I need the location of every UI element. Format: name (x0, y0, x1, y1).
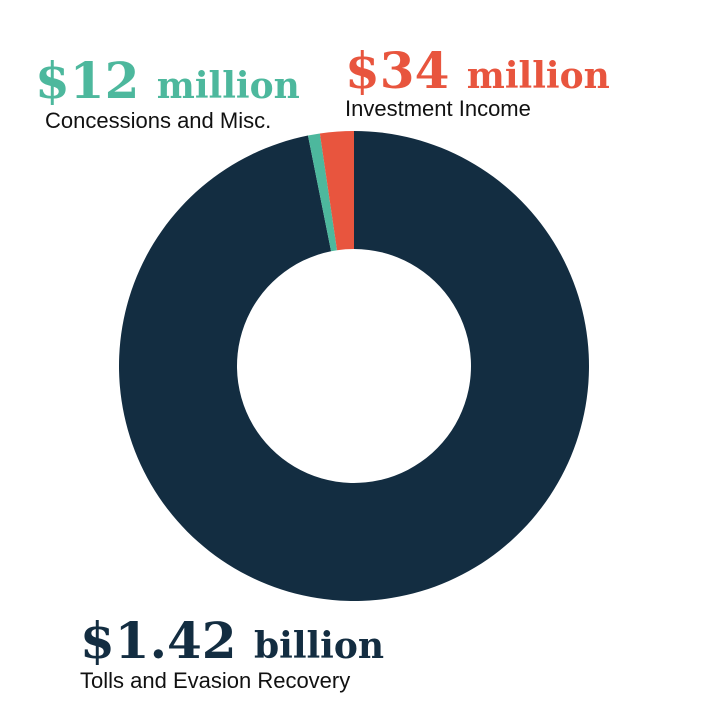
donut-slice (319, 131, 354, 251)
donut (119, 131, 590, 601)
value-label: $12 million (35, 51, 300, 110)
donut-slice (307, 133, 338, 252)
donut-slice (119, 131, 590, 601)
value-label: $34 million (345, 41, 610, 100)
category-label: Concessions and Misc. (45, 108, 271, 133)
category-label: Investment Income (345, 96, 531, 121)
category-label: Tolls and Evasion Recovery (80, 668, 350, 693)
value-label: $1.42 billion (80, 611, 384, 670)
